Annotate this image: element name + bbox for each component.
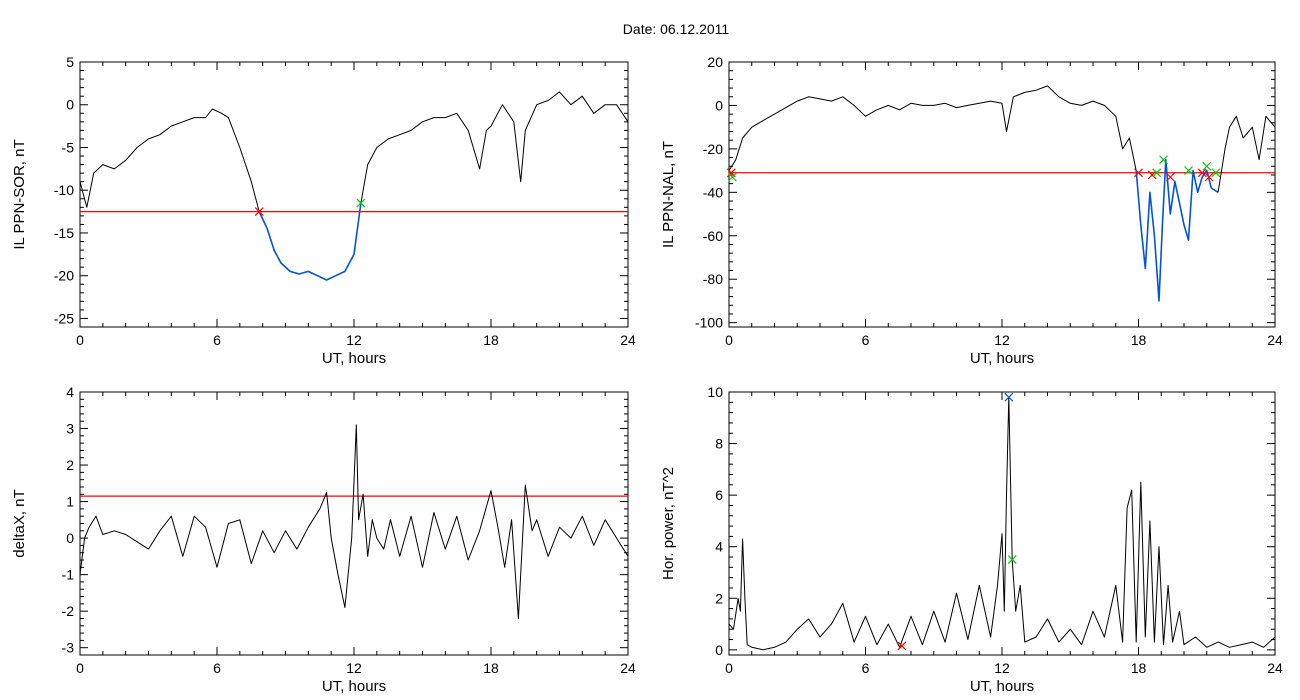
- series-trace-line: [79, 108, 362, 281]
- x-axis-label: UT, hours: [970, 350, 1034, 367]
- start-marker: [1147, 170, 1157, 180]
- end-marker: [1152, 168, 1162, 178]
- x-tick-label: 0: [76, 332, 84, 348]
- series-trace-line: [728, 85, 1137, 171]
- y-tick-label: 2: [66, 457, 74, 473]
- series-segment-line: [258, 202, 362, 281]
- x-tick-label: 24: [620, 332, 636, 348]
- x-axis-label: UT, hours: [322, 350, 386, 367]
- series-trace-line: [360, 91, 629, 204]
- x-tick-label: 6: [862, 660, 870, 676]
- y-tick-label: 3: [66, 421, 74, 437]
- end-marker: [1007, 555, 1017, 565]
- y-tick-label: 0: [66, 530, 74, 546]
- y-tick-label: -2: [62, 603, 75, 619]
- y-tick-label: -80: [703, 271, 723, 287]
- y-axis-label: IL PPN-SOR, nT: [11, 139, 28, 249]
- x-tick-label: 12: [346, 332, 362, 348]
- x-tick-label: 24: [620, 660, 636, 676]
- x-axis-label: UT, hours: [322, 678, 386, 695]
- y-tick-label: 0: [715, 642, 723, 658]
- panel-deltax: 0 6 12 18 24 4 3 2 1 0 -1 -2 -3 UT, hours deltaX, nT: [11, 384, 636, 695]
- x-axis-label: UT, hours: [970, 678, 1034, 695]
- y-tick-label: 5: [66, 54, 74, 70]
- y-tick-label: -5: [62, 139, 75, 155]
- x-tick-label: 18: [1131, 332, 1147, 348]
- x-tick-label: 24: [1267, 660, 1283, 676]
- plot-frame: [79, 391, 629, 656]
- end-marker: [356, 198, 366, 208]
- x-tick-label: 18: [483, 660, 499, 676]
- y-tick-label: 6: [715, 487, 723, 503]
- start-marker: [1134, 168, 1143, 178]
- start-marker: [1204, 172, 1214, 182]
- peak-marker: [1004, 392, 1014, 402]
- y-axis-label: Hor. power, nT^2: [660, 467, 677, 580]
- series-trace-line: [79, 424, 629, 619]
- y-tick-label: -20: [54, 268, 74, 284]
- x-tick-label: 0: [76, 660, 84, 676]
- panel-sor: 0 6 12 18 24 5 0 -5 -10 -15 -20 -25 UT, hours IL PPN-…: [11, 54, 636, 367]
- x-tick-label: 6: [213, 332, 221, 348]
- y-tick-label: 2: [715, 590, 723, 606]
- y-tick-label: -100: [695, 315, 723, 331]
- x-tick-label: 18: [1131, 660, 1147, 676]
- end-marker: [727, 172, 737, 182]
- y-tick-label: 8: [715, 436, 723, 452]
- y-tick-label: -20: [703, 141, 723, 157]
- y-tick-label: -60: [703, 228, 723, 244]
- y-tick-label: 10: [707, 384, 723, 400]
- y-axis-label: IL PPN-NAL, nT: [660, 141, 677, 248]
- y-tick-label: -1: [62, 567, 75, 583]
- y-tick-label: -3: [62, 640, 75, 656]
- start-marker: [1165, 172, 1175, 182]
- x-tick-label: 0: [725, 660, 733, 676]
- series-trace-line: [728, 396, 1276, 651]
- x-tick-label: 0: [725, 332, 733, 348]
- y-tick-label: 1: [66, 494, 74, 510]
- y-tick-label: 0: [715, 97, 723, 113]
- panel-power: 0 6 12 18 24 10 8 6 4 2 0 UT, hours Hor. power, nT^2: [660, 384, 1283, 695]
- x-tick-label: 12: [994, 660, 1010, 676]
- series-trace-line: [1217, 115, 1276, 193]
- y-axis-label: deltaX, nT: [11, 489, 28, 557]
- y-tick-label: -40: [703, 184, 723, 200]
- end-marker: [1159, 155, 1168, 165]
- y-tick-label: -10: [54, 182, 74, 198]
- end-marker: [1184, 166, 1193, 176]
- plot-frame: [728, 61, 1276, 328]
- series-segment-line: [1135, 158, 1219, 302]
- x-tick-label: 12: [994, 332, 1010, 348]
- start-marker: [254, 207, 264, 217]
- end-marker: [1202, 161, 1212, 171]
- start-marker: [1197, 168, 1207, 178]
- y-tick-label: -25: [54, 310, 74, 326]
- y-tick-label: 4: [715, 539, 723, 555]
- plot-frame: [728, 391, 1276, 656]
- x-tick-label: 24: [1267, 332, 1283, 348]
- end-marker: [1211, 168, 1221, 178]
- y-tick-label: 0: [66, 97, 74, 113]
- x-tick-label: 18: [483, 332, 499, 348]
- x-tick-label: 6: [213, 660, 221, 676]
- y-tick-label: 20: [707, 54, 723, 70]
- y-tick-label: 4: [66, 384, 74, 400]
- x-tick-label: 6: [862, 332, 870, 348]
- date-title: Date: 06.12.2011: [623, 21, 730, 37]
- start-marker: [897, 641, 907, 651]
- panel-nal: 0 6 12 18 24 20 0 -20 -40 -60 -80 -100 UT, hours IL P…: [660, 54, 1283, 367]
- x-tick-label: 12: [346, 660, 362, 676]
- y-tick-label: -15: [54, 225, 74, 241]
